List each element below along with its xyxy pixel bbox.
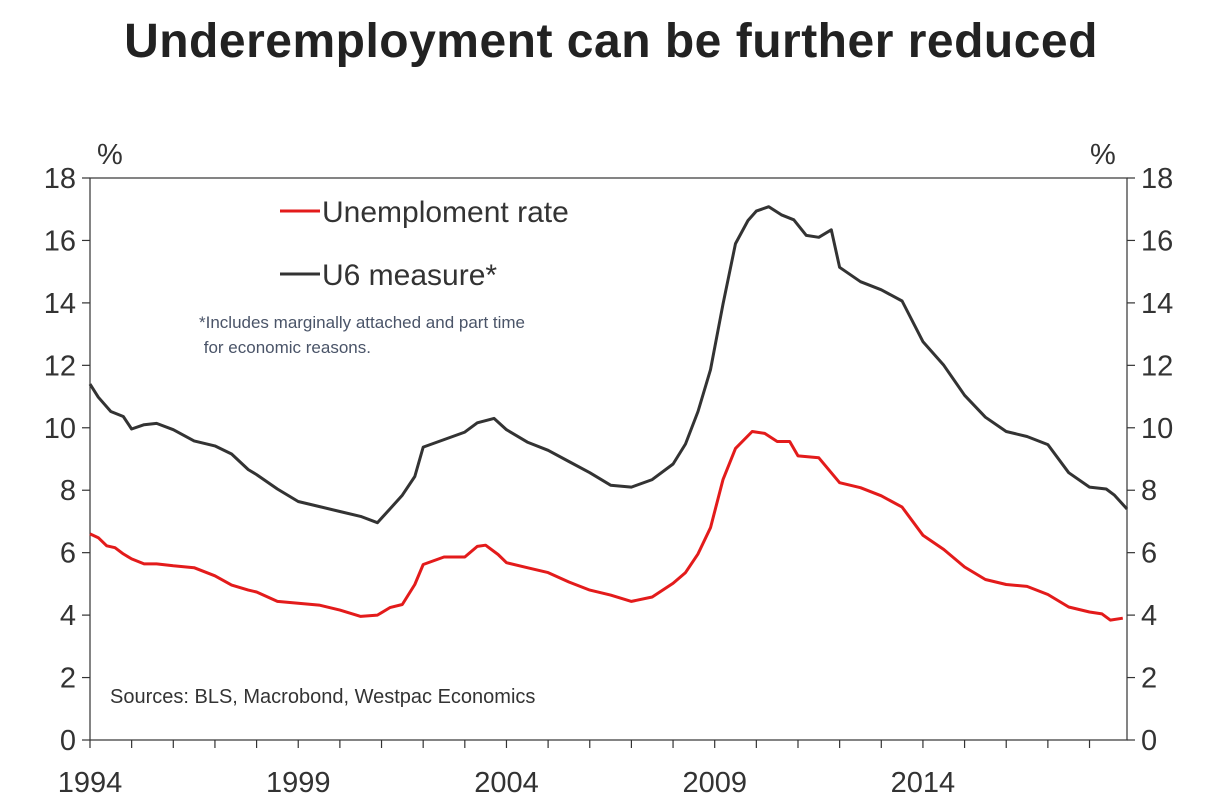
y-tick-label-left: 16 [44, 225, 76, 257]
y-unit-right: % [1090, 139, 1116, 171]
y-tick-label-left: 10 [44, 413, 76, 445]
y-tick-label-left: 18 [44, 163, 76, 195]
y-tick-label-right: 4 [1141, 600, 1157, 632]
y-tick-label-right: 2 [1141, 663, 1157, 695]
x-tick-label: 2009 [682, 767, 747, 799]
x-tick-label: 1999 [266, 767, 331, 799]
x-tick-label: 1994 [58, 767, 123, 799]
y-tick-label-right: 6 [1141, 538, 1157, 570]
plot-frame [89, 177, 1128, 741]
y-tick-label-left: 4 [60, 600, 76, 632]
y-tick-label-right: 8 [1141, 475, 1157, 507]
y-tick-label-right: 16 [1141, 225, 1173, 257]
x-tick-label: 2014 [891, 767, 956, 799]
y-unit-left: % [97, 139, 123, 171]
y-tick-label-left: 6 [60, 538, 76, 570]
y-tick-label-left: 12 [44, 350, 76, 382]
x-tick-label: 2004 [474, 767, 539, 799]
legend-label-u6: U6 measure* [322, 259, 497, 292]
series-line-unemployment [89, 430, 1124, 622]
chart-title: Underemployment can be further reduced [124, 15, 1098, 68]
series-layer [88, 205, 1129, 622]
legend: Unemploment rate U6 measure* [280, 196, 569, 292]
footnote-line-2: for economic reasons. [199, 338, 371, 357]
y-tick-label-left: 8 [60, 475, 76, 507]
y-tick-label-right: 0 [1141, 725, 1157, 757]
y-tick-label-right: 14 [1141, 288, 1173, 320]
y-tick-label-right: 10 [1141, 413, 1173, 445]
axes-layer: 0 0 2 2 4 4 6 6 8 8 10 10 12 12 14 14 16 16 18 18 1994 1999 20… [44, 163, 1174, 799]
source-note: Sources: BLS, Macrobond, Westpac Economi… [110, 686, 535, 708]
y-tick-label-left: 0 [60, 725, 76, 757]
footnote-line-1: *Includes marginally attached and part t… [199, 313, 525, 332]
y-tick-label-left: 2 [60, 663, 76, 695]
y-tick-label-left: 14 [44, 288, 76, 320]
y-tick-label-right: 12 [1141, 350, 1173, 382]
legend-label-unemployment: Unemploment rate [322, 196, 569, 229]
series-line-u6 [88, 205, 1129, 525]
y-tick-label-right: 18 [1141, 163, 1173, 195]
